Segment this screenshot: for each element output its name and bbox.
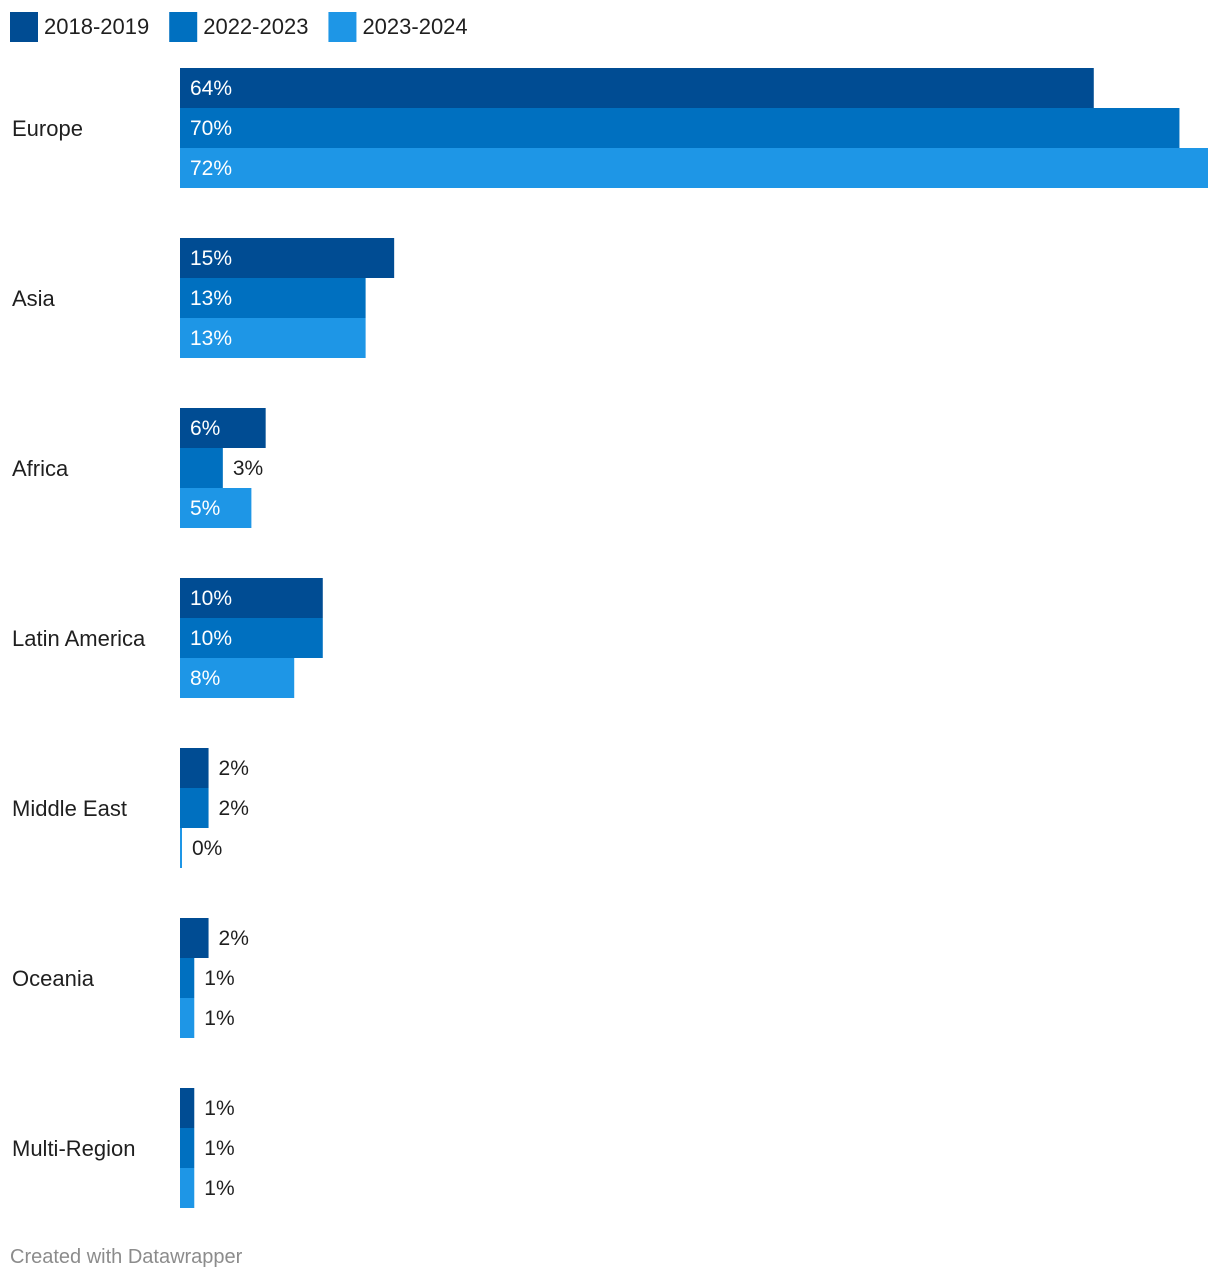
bar-0-3 xyxy=(180,578,323,618)
bar-1-0 xyxy=(180,108,1180,148)
category-label-0: Europe xyxy=(12,116,83,141)
value-label-0-0: 64% xyxy=(190,77,232,100)
legend-label-1: 2022-2023 xyxy=(203,14,308,39)
bar-0-4 xyxy=(180,748,209,788)
legend-swatch-0 xyxy=(10,12,38,42)
category-label-4: Middle East xyxy=(12,796,127,821)
bar-0-1 xyxy=(180,238,395,278)
bar-2-6 xyxy=(180,1168,195,1208)
datawrapper-credit: Created with Datawrapper xyxy=(10,1246,243,1268)
bar-2-3 xyxy=(180,658,295,698)
value-label-1-2: 3% xyxy=(233,457,263,480)
value-label-0-5: 2% xyxy=(219,927,249,950)
legend-label-0: 2018-2019 xyxy=(44,14,149,39)
bar-1-2 xyxy=(180,448,223,488)
bar-2-1 xyxy=(180,318,366,358)
value-label-1-5: 1% xyxy=(204,967,234,990)
category-label-5: Oceania xyxy=(12,966,95,991)
bar-1-5 xyxy=(180,958,195,998)
value-label-0-6: 1% xyxy=(204,1097,234,1120)
bar-0-6 xyxy=(180,1088,195,1128)
bar-1-4 xyxy=(180,788,209,828)
bar-0-5 xyxy=(180,918,209,958)
bar-1-3 xyxy=(180,618,323,658)
bar-1-1 xyxy=(180,278,366,318)
bar-1-6 xyxy=(180,1128,195,1168)
legend-swatch-1 xyxy=(169,12,198,42)
bar-2-5 xyxy=(180,998,195,1038)
legend-label-2: 2023-2024 xyxy=(362,14,467,39)
bar-2-0 xyxy=(180,148,1208,188)
value-label-2-6: 1% xyxy=(204,1177,234,1200)
category-label-1: Asia xyxy=(12,286,56,311)
value-label-2-1: 13% xyxy=(190,327,232,350)
category-label-6: Multi-Region xyxy=(12,1136,136,1161)
value-label-2-5: 1% xyxy=(204,1007,234,1030)
value-label-2-4: 0% xyxy=(192,837,222,860)
value-label-0-4: 2% xyxy=(219,757,249,780)
value-label-0-1: 15% xyxy=(190,247,232,270)
grouped-bar-chart: 2018-2019 2022-2023 2023-2024 Europe 64% 70% 7… xyxy=(10,12,1208,1208)
value-label-1-3: 10% xyxy=(190,627,232,650)
value-label-1-1: 13% xyxy=(190,287,232,310)
value-label-1-4: 2% xyxy=(219,797,249,820)
value-label-0-2: 6% xyxy=(190,417,220,440)
value-label-2-0: 72% xyxy=(190,157,232,180)
bar-0-0 xyxy=(180,68,1094,108)
legend-swatch-2 xyxy=(328,12,357,42)
bar-0-2 xyxy=(180,408,266,448)
bar-2-2 xyxy=(180,488,252,528)
category-label-2: Africa xyxy=(12,456,69,481)
category-label-3: Latin America xyxy=(12,626,146,651)
value-label-0-3: 10% xyxy=(190,587,232,610)
value-label-1-0: 70% xyxy=(190,117,232,140)
bar-2-4 xyxy=(180,828,182,868)
value-label-2-3: 8% xyxy=(190,667,220,690)
value-label-2-2: 5% xyxy=(190,497,220,520)
value-label-1-6: 1% xyxy=(204,1137,234,1160)
